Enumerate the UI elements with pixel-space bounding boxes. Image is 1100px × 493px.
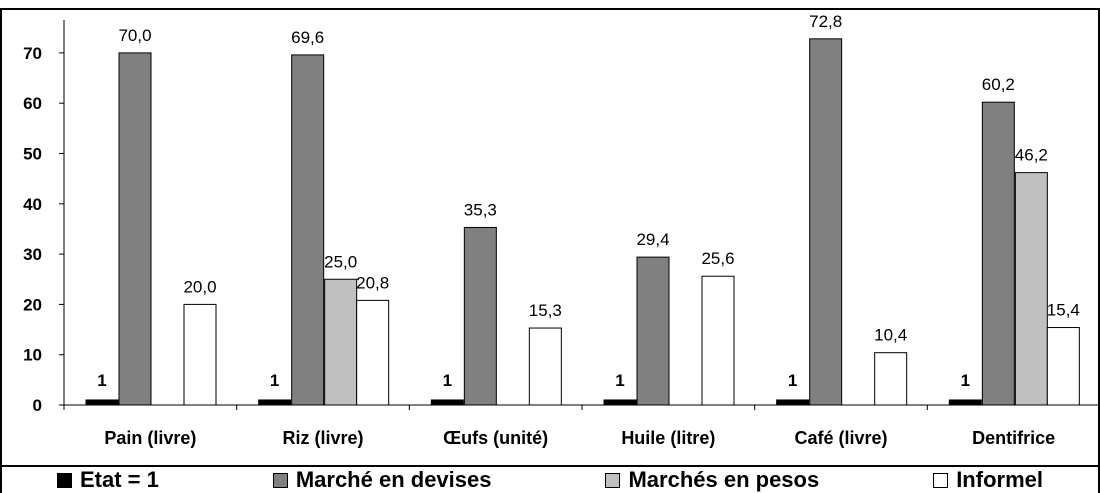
- bar-5-0: [948, 399, 982, 406]
- bar-0-3: [183, 303, 217, 406]
- chart-value-labels: 1 70,0 20,0 1 69,6 25,0 20,8 1 35,3 15,3 1 29,4 25,6…: [97, 12, 1080, 390]
- y-tick-label: 20: [23, 295, 42, 314]
- bar-4-3: [874, 352, 908, 406]
- category-label-0: Pain (livre): [104, 428, 196, 448]
- category-label-3: Huile (litre): [621, 428, 715, 448]
- value-label-0-3: 20,0: [183, 277, 216, 296]
- value-label-4-1: 72,8: [809, 12, 842, 31]
- chart-left-border: [0, 8, 2, 493]
- category-label-4: Café (livre): [794, 428, 887, 448]
- bar-2-0: [430, 399, 464, 406]
- bar-4-1: [809, 38, 843, 406]
- value-label-5-0: 1: [961, 371, 970, 390]
- bar-2-3: [528, 327, 562, 406]
- category-label-2: Œufs (unité): [443, 428, 548, 448]
- value-label-3-1: 29,4: [636, 230, 669, 249]
- category-label-5: Dentifrice: [972, 428, 1055, 448]
- chart-category-labels: Pain (livre) Riz (livre) Œufs (unité) Huile…: [104, 428, 1055, 448]
- y-tick-label: 70: [23, 44, 42, 63]
- bar-4-0: [776, 399, 810, 406]
- value-label-2-3: 15,3: [529, 301, 562, 320]
- bar-0-0: [85, 399, 119, 406]
- value-label-3-0: 1: [615, 371, 624, 390]
- legend-label-informel: Informel: [956, 467, 1043, 492]
- bar-5-3: [1046, 327, 1080, 406]
- legend-label-marches-pesos: Marchés en pesos: [628, 467, 820, 492]
- value-label-2-1: 35,3: [464, 200, 497, 219]
- value-label-1-1: 69,6: [291, 28, 324, 47]
- y-tick-label: 40: [23, 195, 42, 214]
- legend-item-etat: Etat = 1: [56, 467, 159, 493]
- value-label-1-3: 20,8: [356, 273, 389, 292]
- legend-label-etat: Etat = 1: [79, 467, 159, 492]
- value-label-5-3: 15,4: [1047, 301, 1080, 320]
- bar-1-2: [324, 278, 358, 406]
- bar-5-1: [981, 101, 1015, 406]
- value-label-1-2: 25,0: [324, 252, 357, 271]
- value-label-0-1: 70,0: [118, 26, 151, 45]
- y-tick-label: 0: [33, 396, 42, 415]
- legend-swatch-marche-devises: [272, 472, 288, 488]
- value-label-4-0: 1: [788, 371, 797, 390]
- value-label-4-3: 10,4: [874, 326, 907, 345]
- bar-chart: 0 10 20 30 40 50 60 70 1 70,0 20,0 1 69,6 25,0 20,8 1 3…: [23, 12, 1100, 448]
- value-label-1-0: 1: [270, 371, 279, 390]
- bar-3-3: [701, 275, 735, 406]
- chart-right-border: [1098, 8, 1100, 493]
- value-label-2-0: 1: [443, 371, 452, 390]
- bar-1-3: [356, 299, 390, 406]
- chart-legend: Etat = 1 Marché en devises Marchés en pe…: [0, 465, 1100, 493]
- bar-3-1: [636, 256, 670, 406]
- legend-item-marche-devises: Marché en devises: [272, 467, 492, 493]
- bar-0-1: [118, 52, 152, 406]
- value-label-5-2: 46,2: [1015, 146, 1048, 165]
- chart-top-border: [0, 8, 1100, 10]
- legend-swatch-etat: [56, 472, 72, 488]
- legend-item-informel: Informel: [933, 467, 1043, 493]
- y-tick-label: 30: [23, 245, 42, 264]
- bar-3-0: [603, 399, 637, 406]
- value-label-3-3: 25,6: [701, 249, 734, 268]
- legend-item-marches-pesos: Marchés en pesos: [605, 467, 819, 493]
- legend-swatch-marches-pesos: [605, 472, 621, 488]
- y-tick-label: 50: [23, 145, 42, 164]
- bar-1-0: [258, 399, 292, 406]
- bar-2-1: [463, 226, 497, 406]
- chart-axes: 0 10 20 30 40 50 60 70: [23, 20, 1100, 415]
- value-label-0-0: 1: [97, 371, 106, 390]
- chart-bars: [85, 38, 1080, 406]
- category-label-1: Riz (livre): [282, 428, 363, 448]
- y-tick-label: 60: [23, 94, 42, 113]
- value-label-5-1: 60,2: [982, 75, 1015, 94]
- legend-swatch-informel: [933, 472, 949, 488]
- legend-label-marche-devises: Marché en devises: [295, 467, 492, 492]
- bar-5-2: [1014, 172, 1048, 406]
- y-tick-label: 10: [23, 346, 42, 365]
- bar-1-1: [291, 54, 325, 406]
